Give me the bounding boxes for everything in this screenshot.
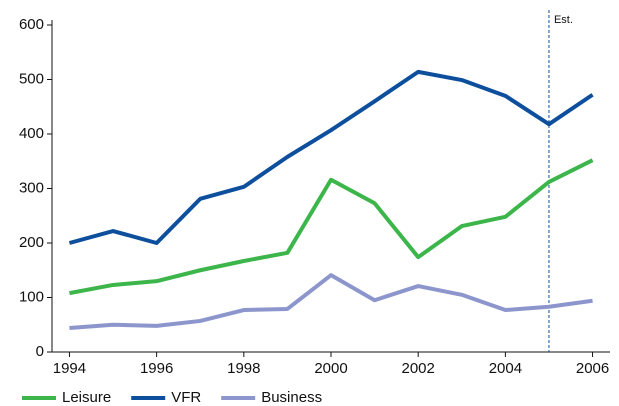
legend-label: Leisure — [62, 389, 111, 406]
y-tick-label: 100 — [19, 288, 44, 305]
y-tick-label: 0 — [36, 343, 44, 360]
series-line — [69, 158, 594, 296]
x-tick-label: 2006 — [576, 360, 609, 377]
legend-label: Business — [261, 389, 322, 406]
y-tick-label: 400 — [19, 125, 44, 142]
annotation: Est. — [554, 14, 573, 26]
y-tick-label: 300 — [19, 179, 44, 196]
x-tick-label: 2002 — [402, 360, 435, 377]
x-tick-label: 1996 — [140, 360, 173, 377]
series-line — [68, 69, 594, 245]
x-tick-label: 1998 — [227, 360, 260, 377]
series-line — [69, 273, 593, 331]
y-tick-label: 500 — [19, 70, 44, 87]
y-tick-label: 200 — [19, 234, 44, 251]
x-tick-label: 1994 — [53, 360, 86, 377]
x-tick-label: 2000 — [314, 360, 347, 377]
y-tick-label: 600 — [19, 16, 44, 33]
x-tick-label: 2004 — [489, 360, 522, 377]
legend-label: VFR — [171, 389, 201, 406]
